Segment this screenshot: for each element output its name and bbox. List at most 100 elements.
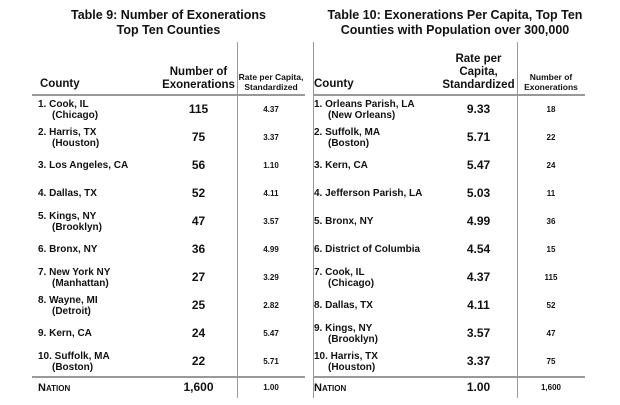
table-10: Table 10: Exonerations Per Capita, Top T… — [310, 8, 600, 38]
exoneration-count: 22 — [546, 133, 556, 143]
county-label: 2. Suffolk, MA — [314, 126, 381, 138]
table-9-title-line1: Table 9: Number of Exonerations — [71, 8, 266, 22]
rate-per-capita: 3.29 — [263, 273, 279, 283]
county-name: 4. Dallas, TX — [32, 188, 160, 200]
table-row: 10. Harris, TX (Houston) 3.37 75 — [313, 348, 585, 376]
rate-per-capita: 5.71 — [263, 357, 279, 367]
table-9-title-line2: Top Ten Counties — [116, 23, 221, 37]
rate-per-capita: 3.57 — [466, 326, 491, 341]
table-10-left-border — [313, 42, 314, 398]
county-name: 3. Kern, CA — [313, 160, 440, 172]
table-row: 6. District of Columbia 4.54 15 — [313, 236, 585, 264]
rate-per-capita: 5.03 — [466, 186, 491, 201]
county-name: 5. Kings, NY (Brooklyn) — [32, 211, 160, 234]
table-row: 1. Orleans Parish, LA (New Orleans) 9.33 18 — [313, 96, 585, 124]
exoneration-count: 36 — [546, 217, 556, 227]
exoneration-count: 115 — [544, 273, 558, 283]
exoneration-count: 25 — [191, 298, 206, 313]
county-city: (New Orleans) — [328, 110, 396, 121]
table-9: Table 9: Number of Exonerations Top Ten … — [32, 8, 305, 38]
exoneration-count: 52 — [191, 186, 206, 201]
table-9-header: County Number of Exonerations Rate per C… — [32, 52, 305, 96]
exoneration-count: 22 — [191, 354, 206, 369]
table-row: 5. Bronx, NY 4.99 36 — [313, 208, 585, 236]
table-row: 1. Cook, IL (Chicago) 115 4.37 — [32, 96, 305, 124]
header-rate-per-capita: Rate per Capita, Standardized — [442, 53, 515, 91]
county-city: (Detroit) — [52, 306, 91, 317]
county-name: 10. Suffolk, MA (Boston) — [32, 351, 160, 374]
county-name: 6. Bronx, NY — [32, 244, 160, 256]
county-label: 3. Kern, CA — [314, 160, 368, 172]
county-name: 4. Jefferson Parish, LA — [313, 188, 440, 200]
county-label: 10. Suffolk, MA — [38, 350, 110, 362]
county-city: (Brooklyn) — [52, 222, 102, 233]
rate-per-capita: 3.37 — [466, 354, 491, 369]
table-row: 3. Kern, CA 5.47 24 — [313, 152, 585, 180]
county-label: 5. Bronx, NY — [314, 216, 374, 228]
exoneration-count: 27 — [191, 270, 206, 285]
exoneration-count: 115 — [188, 102, 209, 117]
county-label: 1. Cook, IL — [38, 98, 89, 110]
county-city: (Boston) — [52, 362, 94, 373]
county-city: (Chicago) — [52, 110, 99, 121]
county-name: 1. Cook, IL (Chicago) — [32, 99, 160, 122]
nation-rate: 1.00 — [466, 380, 491, 395]
county-city: (Chicago) — [328, 278, 375, 289]
nation-label: Nation — [314, 382, 347, 394]
rate-per-capita: 4.11 — [467, 298, 490, 313]
rate-per-capita: 4.37 — [466, 270, 491, 285]
rate-per-capita: 4.37 — [263, 105, 279, 115]
table-row: 7. New York NY (Manhattan) 27 3.29 — [32, 264, 305, 292]
table-row: 8. Dallas, TX 4.11 52 — [313, 292, 585, 320]
exoneration-count: 11 — [546, 189, 556, 199]
rate-per-capita: 5.47 — [466, 158, 491, 173]
county-city: (Boston) — [328, 138, 370, 149]
table-row: 6. Bronx, NY 36 4.99 — [32, 236, 305, 264]
county-label: 9. Kings, NY — [314, 322, 373, 334]
county-name: 7. Cook, IL (Chicago) — [313, 267, 440, 290]
county-label: 4. Dallas, TX — [38, 188, 97, 200]
rate-per-capita: 2.82 — [263, 301, 279, 311]
nation-rate: 1.00 — [263, 383, 279, 393]
county-label: 9. Kern, CA — [38, 328, 92, 340]
table-10-nation-row: Nation 1.00 1,600 — [313, 376, 585, 398]
county-label: 8. Wayne, MI — [38, 294, 98, 306]
county-name: 7. New York NY (Manhattan) — [32, 267, 160, 290]
county-name: 6. District of Columbia — [313, 244, 440, 256]
table-row: 5. Kings, NY (Brooklyn) 47 3.57 — [32, 208, 305, 236]
table-row: 9. Kings, NY (Brooklyn) 3.57 47 — [313, 320, 585, 348]
table-10-rows: 1. Orleans Parish, LA (New Orleans) 9.33 18… — [313, 96, 585, 376]
exoneration-count: 75 — [191, 130, 206, 145]
rate-per-capita: 4.99 — [466, 214, 491, 229]
header-rate-per-capita: Rate per Capita, Standardized — [238, 72, 304, 92]
county-name: 10. Harris, TX (Houston) — [313, 351, 440, 374]
table-9-rows: 1. Cook, IL (Chicago) 115 4.37 2. Harris, TX… — [32, 96, 305, 376]
county-name: 9. Kings, NY (Brooklyn) — [313, 323, 440, 346]
table-10-title-line1: Table 10: Exonerations Per Capita, Top T… — [327, 8, 583, 22]
table-row: 8. Wayne, MI (Detroit) 25 2.82 — [32, 292, 305, 320]
exoneration-count: 47 — [546, 329, 556, 339]
nation-label: Nation — [38, 382, 71, 394]
exoneration-count: 75 — [546, 357, 556, 367]
exoneration-count: 24 — [546, 161, 556, 171]
table-row: 9. Kern, CA 24 5.47 — [32, 320, 305, 348]
exoneration-count: 36 — [191, 242, 206, 257]
exoneration-count: 52 — [546, 301, 556, 311]
table-10-header: County Rate per Capita, Standardized Num… — [313, 52, 585, 96]
rate-per-capita: 5.71 — [466, 130, 491, 145]
county-label: 7. New York NY — [38, 266, 111, 278]
county-label: 10. Harris, TX — [314, 350, 378, 362]
county-name: 3. Los Angeles, CA — [32, 160, 160, 172]
nation-count: 1,600 — [540, 383, 562, 393]
county-city: (Houston) — [328, 362, 376, 373]
nation-count: 1,600 — [183, 380, 214, 395]
county-city: (Manhattan) — [52, 278, 109, 289]
table-10-title-line2: Counties with Population over 300,000 — [340, 23, 570, 37]
county-city: (Houston) — [52, 138, 100, 149]
exoneration-count: 18 — [546, 105, 556, 115]
county-label: 4. Jefferson Parish, LA — [314, 188, 423, 200]
rate-per-capita: 3.57 — [263, 217, 279, 227]
rate-per-capita: 5.47 — [263, 329, 279, 339]
table-row: 3. Los Angeles, CA 56 1.10 — [32, 152, 305, 180]
table-row: 10. Suffolk, MA (Boston) 22 5.71 — [32, 348, 305, 376]
